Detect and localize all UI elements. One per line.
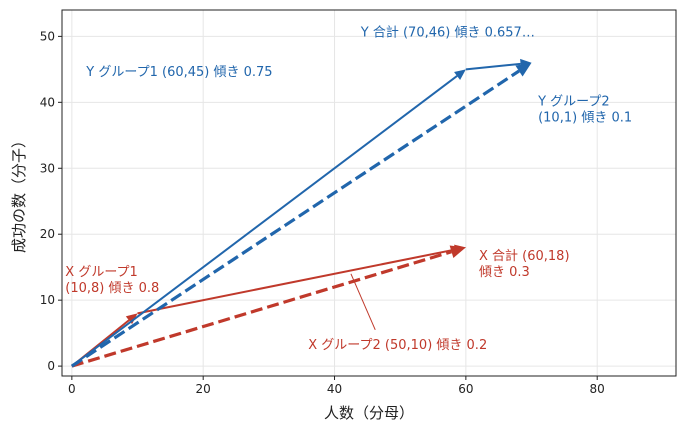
annotation-text: 傾き 0.3 <box>479 265 530 280</box>
annotation-text: X 合計 (60,18) <box>479 248 570 264</box>
annotation-pointer <box>350 273 376 331</box>
annotation-text: X グループ1 <box>65 265 138 280</box>
annotation-y-group1-label: Y グループ1 (60,45) 傾き 0.75 <box>85 65 272 80</box>
vector-shaft <box>137 248 456 315</box>
vector-arrowhead <box>125 313 138 325</box>
vector-y-group1 <box>71 69 466 367</box>
ticks: 0 20 40 60 80 0 10 20 30 40 50 <box>40 29 605 396</box>
y-tick-label: 40 <box>40 95 55 109</box>
y-tick-label: 50 <box>40 29 55 43</box>
annotation-text: (10,1) 傾き 0.1 <box>538 111 632 126</box>
vector-x-total <box>71 245 466 368</box>
annotation-text: X グループ2 (50,10) 傾き 0.2 <box>308 338 487 353</box>
vector-arrowhead <box>449 245 466 258</box>
x-tick-label: 60 <box>458 382 473 396</box>
annotation-text: (10,8) 傾き 0.8 <box>65 281 159 296</box>
annotation-x-group1-label: X グループ1(10,8) 傾き 0.8 <box>65 265 159 296</box>
vector-y-total <box>70 62 532 368</box>
annotation-x-group2-label: X グループ2 (50,10) 傾き 0.2 <box>308 273 487 353</box>
annotation-text: Y グループ1 (60,45) 傾き 0.75 <box>85 65 272 80</box>
vectors <box>70 58 532 368</box>
annotation-y-group2-label: Y グループ2(10,1) 傾き 0.1 <box>537 95 632 126</box>
y-tick-label: 30 <box>40 161 55 175</box>
annotation-text: Y グループ2 <box>537 95 610 110</box>
vector-shaft <box>465 62 521 71</box>
vector-shaft <box>71 250 452 368</box>
vector-arrowhead <box>454 69 466 80</box>
vector-arrowhead <box>515 62 532 77</box>
x-axis-title: 人数（分母） <box>324 404 414 422</box>
grid <box>62 10 676 376</box>
x-tick-label: 20 <box>196 382 211 396</box>
y-axis-title: 成功の数（分子） <box>10 133 28 253</box>
plot-frame <box>61 9 677 377</box>
x-tick-label: 0 <box>68 382 76 396</box>
x-tick-label: 80 <box>590 382 605 396</box>
x-tick-label: 40 <box>327 382 342 396</box>
annotation-x-total-label: X 合計 (60,18)傾き 0.3 <box>479 248 570 280</box>
vector-shaft <box>71 75 458 367</box>
vector-shaft <box>70 69 520 368</box>
y-tick-label: 20 <box>40 227 55 241</box>
y-tick-label: 10 <box>40 293 55 307</box>
y-tick-label: 0 <box>47 359 55 373</box>
annotation-y-total-label: Y 合計 (70,46) 傾き 0.657… <box>360 24 535 40</box>
annotation-text: Y 合計 (70,46) 傾き 0.657… <box>360 24 535 40</box>
annotations: Y 合計 (70,46) 傾き 0.657… Y グループ1 (60,45) 傾き… <box>65 24 632 353</box>
